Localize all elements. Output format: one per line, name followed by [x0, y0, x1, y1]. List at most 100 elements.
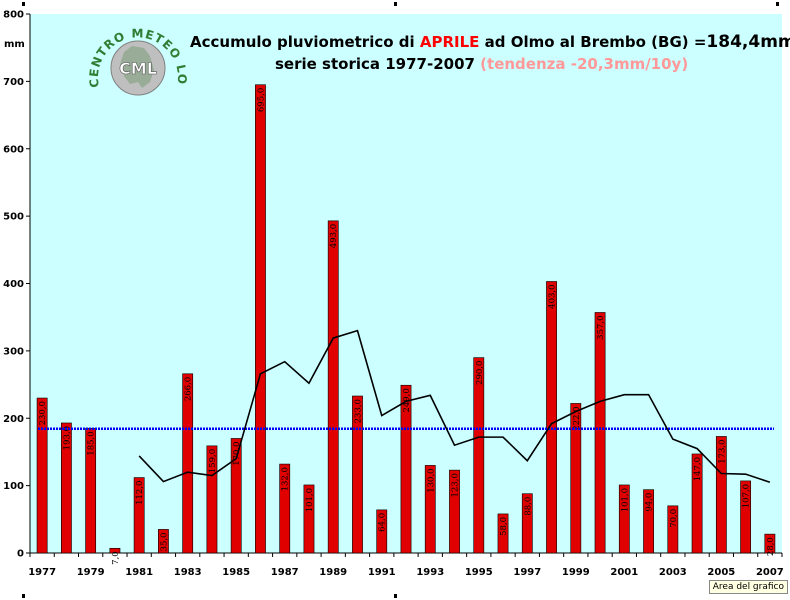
bar-1993 [424, 465, 436, 554]
x-tick-label: 1979 [77, 567, 105, 578]
bar-1998 [546, 281, 557, 554]
bar-1983 [182, 373, 194, 554]
x-tick-label: 2007 [756, 567, 784, 578]
bar-value-label: 107,0 [742, 484, 752, 508]
bar-value-label: 112,0 [135, 481, 145, 505]
bar-value-label: 132,0 [281, 467, 291, 491]
bar-1981 [133, 477, 145, 554]
y-tick-label: 800 [3, 10, 24, 21]
bar-value-label: 695,0 [256, 88, 266, 112]
bar-value-label: 357,0 [596, 315, 606, 339]
y-tick-label: 300 [3, 346, 24, 357]
bar-2007 [764, 533, 776, 554]
bar-1986 [255, 84, 266, 554]
bar-1980 [109, 547, 121, 554]
bar-1994 [449, 469, 460, 554]
bar-value-label: 266,0 [184, 377, 194, 401]
y-tick-label: 100 [3, 481, 24, 492]
bar-value-label: 290,0 [475, 361, 485, 385]
bar-1985 [230, 438, 242, 554]
bar-1988 [303, 484, 315, 554]
bar-value-label: 101,0 [620, 488, 630, 512]
bar-value-label: 185,0 [87, 431, 97, 455]
x-tick-label: 1997 [513, 567, 541, 578]
x-tick-label: 1981 [125, 567, 153, 578]
y-tick-label: 200 [3, 414, 24, 425]
x-tick-label: 1995 [465, 567, 493, 578]
chart-title-line2: serie storica 1977-2007 (tendenza -20,3m… [275, 55, 688, 73]
bar-1977 [36, 397, 48, 554]
bar-2001 [618, 484, 630, 554]
x-tick-label: 1977 [28, 567, 56, 578]
bar-1982 [158, 529, 169, 554]
x-tick-label: 1999 [562, 567, 590, 578]
title-prefix: Accumulo pluviometrico di [190, 33, 420, 51]
bar-value-label: 64,0 [378, 513, 388, 532]
y-tick-label: 600 [3, 144, 24, 155]
chart-title-line1: Accumulo pluviometrico di APRILE ad Olmo… [190, 32, 790, 52]
bar-value-label: 88,0 [523, 497, 533, 516]
x-tick-label: 2001 [610, 567, 638, 578]
y-tick-label: 0 [17, 549, 24, 560]
bar-value-label: 233,0 [353, 399, 363, 423]
title-series: serie storica 1977-2007 [275, 55, 480, 73]
bar-value-label: 28,0 [766, 537, 776, 556]
y-tick-label: 400 [3, 279, 24, 290]
x-tick-label: 2003 [659, 567, 687, 578]
bar-value-label: 159,0 [208, 449, 218, 473]
bar-value-label: 230,0 [38, 401, 48, 425]
bar-1999 [570, 403, 582, 554]
bar-value-label: 222,0 [572, 406, 582, 430]
bar-2003 [667, 505, 679, 554]
bar-value-label: 94,0 [645, 493, 655, 512]
bar-value-label: 173,0 [717, 439, 727, 463]
bar-2000 [594, 312, 606, 554]
bar-1992 [400, 384, 412, 554]
x-tick-label: 1987 [271, 567, 299, 578]
bar-value-label: 123,0 [451, 473, 461, 497]
bar-value-label: 493,0 [329, 224, 339, 248]
bar-1989 [327, 220, 339, 554]
x-tick-label: 1993 [416, 567, 444, 578]
bar-1987 [279, 463, 291, 554]
title-suffix: ad Olmo al Brembo (BG) = [479, 33, 706, 51]
bar-value-label: 130,0 [426, 468, 436, 492]
bar-1995 [473, 357, 485, 554]
y-axis-label: mm [4, 39, 25, 50]
x-tick-label: 2005 [707, 567, 735, 578]
bar-2004 [691, 453, 703, 554]
bar-value-label: 7,0 [111, 551, 121, 565]
bar-value-label: 147,0 [693, 457, 703, 481]
bar-1978 [60, 422, 72, 554]
bar-1984 [206, 445, 218, 554]
moving-average-line [138, 329, 771, 484]
corner-mark [394, 2, 397, 6]
title-average-value: 184,4mm [706, 32, 790, 52]
x-tick-label: 1985 [222, 567, 250, 578]
bar-value-label: 35,0 [159, 532, 169, 551]
x-tick-label: 1989 [319, 567, 347, 578]
bar-1996 [497, 513, 509, 554]
bar-2005 [715, 436, 727, 554]
bar-1997 [521, 493, 533, 554]
bar-2006 [740, 480, 752, 554]
corner-mark [22, 2, 25, 6]
logo-center-text: CML [119, 59, 157, 78]
corner-mark [22, 594, 25, 598]
lombardy-shape [120, 46, 154, 88]
bar-2002 [643, 489, 654, 554]
corner-mark [776, 2, 779, 6]
x-tick-label: 1983 [174, 567, 202, 578]
bar-1990 [352, 395, 363, 554]
y-tick-label: 700 [3, 77, 24, 88]
chart-area-tooltip: Area del grafico [708, 580, 788, 594]
title-trend: (tendenza -20,3mm/10y) [480, 55, 688, 73]
bar-value-label: 101,0 [305, 488, 315, 512]
y-tick-label: 500 [3, 212, 24, 223]
bar-value-label: 70,0 [669, 509, 679, 528]
bar-value-label: 193,0 [62, 426, 72, 450]
bar-1991 [376, 509, 388, 554]
corner-mark [394, 594, 397, 598]
